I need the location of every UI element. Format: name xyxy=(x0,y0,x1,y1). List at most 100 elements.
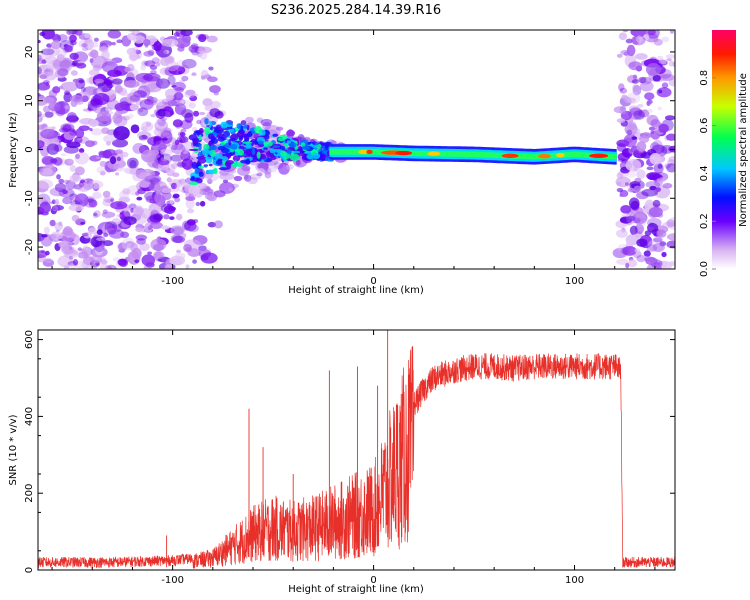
heatmap-cell xyxy=(140,64,147,71)
heatmap-cell xyxy=(163,49,170,55)
heatmap-cell xyxy=(179,79,186,83)
heatmap-cell xyxy=(68,204,84,212)
heatmap-cell xyxy=(220,121,229,129)
heatmap-cell xyxy=(275,126,284,131)
heatmap-cell xyxy=(666,58,672,61)
heatmap-cell xyxy=(89,58,94,64)
heatmap-cell xyxy=(46,143,60,155)
heatmap-cell xyxy=(170,182,178,190)
heatmap-cell xyxy=(650,130,655,135)
heatmap-cell xyxy=(634,128,641,133)
heatmap-cell xyxy=(180,182,189,188)
colorbar-tick-label: 0.2 xyxy=(699,213,710,229)
heatmap-cell xyxy=(88,69,100,76)
heatmap-cell xyxy=(44,95,58,104)
heatmap-cell xyxy=(619,194,624,197)
heatmap-cell xyxy=(645,180,661,189)
colorbar: 0.0 0.2 0.4 0.6 0.8 Normalized spectral ampl… xyxy=(699,30,749,277)
heatmap-cell xyxy=(666,133,675,141)
snr-xlabel: Height of straight line (km) xyxy=(288,584,424,595)
heatmap-cell xyxy=(625,158,642,172)
heatmap-cell xyxy=(667,217,675,230)
heatmap-cell xyxy=(153,40,162,52)
heatmap-cell xyxy=(50,158,58,164)
heatmap-cell xyxy=(149,99,157,106)
heatmap-cell xyxy=(243,124,248,129)
heatmap-xlabel: Height of straight line (km) xyxy=(288,285,424,296)
heatmap-cell xyxy=(54,198,59,205)
heatmap-cell xyxy=(81,46,89,52)
heatmap-cell xyxy=(652,199,661,208)
heatmap-cell xyxy=(161,187,172,194)
heatmap-cell xyxy=(148,202,164,213)
heatmap-cell xyxy=(188,193,194,200)
heatmap-cell xyxy=(191,72,197,75)
heatmap-cell xyxy=(192,138,199,145)
heatmap-cell xyxy=(83,108,88,112)
heatmap-cell xyxy=(114,85,123,94)
heatmap-cell xyxy=(101,61,119,73)
heatmap-ytick-label: -20 xyxy=(24,239,35,255)
heatmap-cell xyxy=(137,107,149,117)
heatmap-cell xyxy=(652,74,661,82)
heatmap-cell xyxy=(636,35,643,43)
heatmap-cell xyxy=(247,177,258,185)
heatmap-cell xyxy=(107,224,117,235)
heatmap-cell xyxy=(126,63,135,72)
heatmap-cell xyxy=(53,157,63,166)
heatmap-cell xyxy=(139,136,143,141)
heatmap-cell xyxy=(616,53,623,58)
heatmap-cell xyxy=(647,108,653,113)
heatmap-cell xyxy=(228,169,237,174)
heatmap-cell xyxy=(114,102,126,112)
heatmap-cell xyxy=(666,240,675,249)
heatmap-cell xyxy=(96,111,112,122)
heatmap-cell xyxy=(38,118,42,124)
heatmap-cell xyxy=(92,191,102,200)
heatmap-cell xyxy=(272,133,279,137)
heatmap-cell xyxy=(631,136,638,140)
heatmap-cell xyxy=(38,64,47,70)
heatmap-cell xyxy=(90,41,99,48)
heatmap-cell xyxy=(289,153,300,162)
heatmap-cell xyxy=(224,161,232,167)
heatmap-cell xyxy=(657,106,662,111)
heatmap-cell xyxy=(60,153,67,157)
heatmap-cell xyxy=(223,130,231,138)
colorbar-label: Normalized spectral amplitude xyxy=(738,73,749,227)
heatmap-cell xyxy=(198,127,204,134)
heatmap-cell xyxy=(198,111,206,116)
snr-ytick-label: 400 xyxy=(24,407,35,426)
heatmap-cell xyxy=(193,219,199,224)
heatmap-cell xyxy=(149,221,163,230)
heatmap-cell xyxy=(237,129,245,135)
heatmap-cell xyxy=(160,225,170,230)
heatmap-cell xyxy=(653,38,660,43)
heatmap-cell xyxy=(660,73,675,81)
heatmap-cell xyxy=(172,153,185,166)
heatmap-cell xyxy=(189,95,198,102)
heatmap-cell xyxy=(137,188,146,195)
heatmap-cell xyxy=(174,139,180,145)
heatmap-cell xyxy=(129,103,140,111)
heatmap-cell xyxy=(207,178,213,185)
heatmap-cell xyxy=(96,229,103,235)
heatmap-cell xyxy=(170,143,186,155)
heatmap-cell xyxy=(286,140,292,144)
heatmap-cell xyxy=(170,154,183,162)
heatmap-cell xyxy=(627,121,637,131)
heatmap-cell xyxy=(107,30,122,39)
heatmap-cell xyxy=(38,140,45,148)
heatmap-cell xyxy=(251,147,256,155)
heatmap-cell xyxy=(624,97,637,104)
heatmap-cell xyxy=(164,264,174,269)
heatmap-cell xyxy=(175,181,189,192)
heatmap-cell xyxy=(185,195,196,202)
heatmap-cell xyxy=(199,50,208,60)
heatmap-cell xyxy=(664,115,675,121)
heatmap-cell xyxy=(116,242,129,251)
heatmap-cell xyxy=(38,58,45,65)
heatmap-cell xyxy=(208,141,212,147)
heatmap-cell xyxy=(626,92,641,104)
